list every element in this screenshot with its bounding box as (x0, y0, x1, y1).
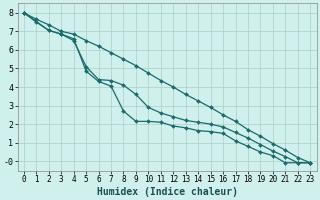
X-axis label: Humidex (Indice chaleur): Humidex (Indice chaleur) (97, 186, 237, 197)
